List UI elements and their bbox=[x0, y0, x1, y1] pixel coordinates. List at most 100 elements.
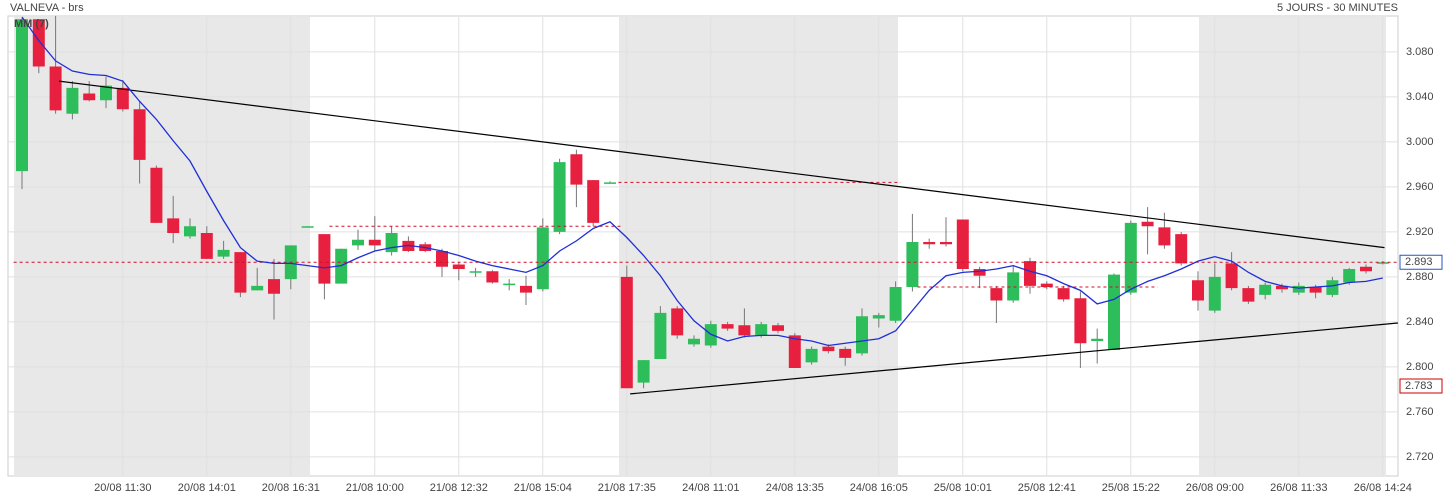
candle-body bbox=[184, 226, 196, 237]
candle-body bbox=[16, 19, 28, 172]
moving-average bbox=[21, 16, 1383, 347]
x-tick-label: 26/08 11:33 bbox=[1270, 482, 1327, 494]
candle-body bbox=[772, 325, 784, 331]
x-tick-label: 25/08 12:41 bbox=[1018, 482, 1076, 494]
price-marker bbox=[1399, 254, 1443, 270]
candle-body bbox=[805, 348, 818, 363]
trend-line bbox=[630, 322, 1398, 395]
day-shade bbox=[1199, 17, 1386, 476]
x-tick-label: 26/08 09:00 bbox=[1186, 482, 1244, 494]
candle-body bbox=[604, 182, 616, 184]
candle-body bbox=[688, 338, 700, 345]
x-tick-label: 26/08 14:24 bbox=[1354, 482, 1412, 494]
x-tick-label: 24/08 11:01 bbox=[682, 482, 739, 494]
y-tick-label: 2.880 bbox=[1406, 271, 1434, 283]
x-tick-label: 21/08 12:32 bbox=[430, 482, 488, 494]
candle-body bbox=[654, 312, 667, 359]
trend-line bbox=[58, 80, 1385, 249]
candle-body bbox=[906, 242, 919, 287]
candle-body bbox=[66, 87, 79, 114]
candle-body bbox=[436, 251, 448, 267]
candle-body bbox=[637, 360, 650, 383]
candle-body bbox=[32, 19, 45, 67]
candle-body bbox=[83, 93, 96, 101]
candle-body bbox=[486, 271, 499, 283]
candle-body bbox=[385, 233, 398, 253]
candle-body bbox=[671, 308, 684, 336]
x-tick-label: 24/08 13:35 bbox=[766, 482, 824, 494]
x-tick-label: 20/08 16:31 bbox=[262, 482, 320, 494]
candle-body bbox=[352, 239, 364, 246]
candle-body bbox=[1175, 234, 1188, 264]
candle-body bbox=[251, 285, 264, 291]
candle-body bbox=[1292, 285, 1305, 293]
candle-body bbox=[1242, 288, 1255, 302]
candle-body bbox=[318, 234, 331, 284]
candle-body bbox=[100, 85, 112, 101]
x-tick-label: 25/08 15:22 bbox=[1102, 482, 1160, 494]
candle-body bbox=[1276, 285, 1288, 290]
candle-body bbox=[788, 335, 801, 368]
y-tick-label: 2.840 bbox=[1406, 316, 1434, 328]
y-tick-label: 3.000 bbox=[1406, 136, 1434, 148]
candle-body bbox=[889, 287, 902, 321]
candle-body bbox=[822, 346, 835, 352]
y-tick-label: 3.040 bbox=[1406, 91, 1434, 103]
y-tick-label: 2.720 bbox=[1406, 451, 1434, 463]
candle-body bbox=[1376, 262, 1389, 264]
candle-body bbox=[150, 167, 163, 223]
candle-body bbox=[301, 226, 314, 228]
candle-body bbox=[1040, 283, 1053, 287]
candle-body bbox=[368, 239, 381, 246]
candle-body bbox=[503, 283, 516, 286]
y-tick-label: 2.760 bbox=[1406, 406, 1434, 418]
price-marker-label: 2.893 bbox=[1405, 256, 1433, 268]
candle-body bbox=[839, 348, 852, 358]
candle-body bbox=[923, 242, 936, 245]
candle-body bbox=[1108, 274, 1120, 350]
chart-title: VALNEVA - brs bbox=[10, 2, 84, 14]
candle-body bbox=[1024, 261, 1036, 286]
x-tick-label: 20/08 14:01 bbox=[178, 482, 236, 494]
y-tick-label: 2.920 bbox=[1406, 226, 1434, 238]
candle-body bbox=[200, 233, 213, 259]
candle-body bbox=[1057, 288, 1070, 300]
candle-body bbox=[570, 154, 583, 185]
candle-body bbox=[973, 269, 986, 276]
candle-body bbox=[990, 288, 1003, 301]
candle-body bbox=[1360, 266, 1372, 272]
x-tick-label: 21/08 10:00 bbox=[346, 482, 404, 494]
candle-body bbox=[553, 162, 566, 232]
candle-body bbox=[536, 227, 549, 290]
candle-body bbox=[1158, 227, 1171, 246]
candle-body bbox=[1007, 272, 1020, 301]
y-tick-label: 2.960 bbox=[1406, 181, 1434, 193]
candle-body bbox=[1074, 298, 1087, 344]
candle-body bbox=[217, 249, 230, 257]
candle-body bbox=[1259, 284, 1272, 295]
legend-entry: MM (7) bbox=[14, 18, 49, 30]
candle-body bbox=[1326, 280, 1339, 295]
day-shade bbox=[619, 17, 898, 476]
candle-body bbox=[116, 87, 129, 110]
candle-body bbox=[1208, 276, 1221, 311]
candle-body bbox=[1141, 221, 1154, 227]
candle-body bbox=[1124, 222, 1137, 293]
candle-body bbox=[452, 264, 465, 269]
candle-body bbox=[738, 325, 751, 336]
candle-body bbox=[49, 66, 62, 111]
candle-body bbox=[872, 315, 885, 319]
price-marker bbox=[1399, 378, 1443, 394]
candle-body bbox=[620, 276, 633, 389]
price-marker-label: 2.783 bbox=[1405, 380, 1433, 392]
y-tick-label: 2.800 bbox=[1406, 361, 1434, 373]
candle-body bbox=[856, 316, 868, 354]
x-tick-label: 25/08 10:01 bbox=[934, 482, 992, 494]
candle-body bbox=[1091, 338, 1104, 341]
candle-body bbox=[721, 324, 734, 329]
candle-body bbox=[587, 180, 600, 223]
candle-body bbox=[956, 219, 969, 269]
x-tick-label: 24/08 16:05 bbox=[850, 482, 908, 494]
candle-body bbox=[133, 109, 146, 160]
